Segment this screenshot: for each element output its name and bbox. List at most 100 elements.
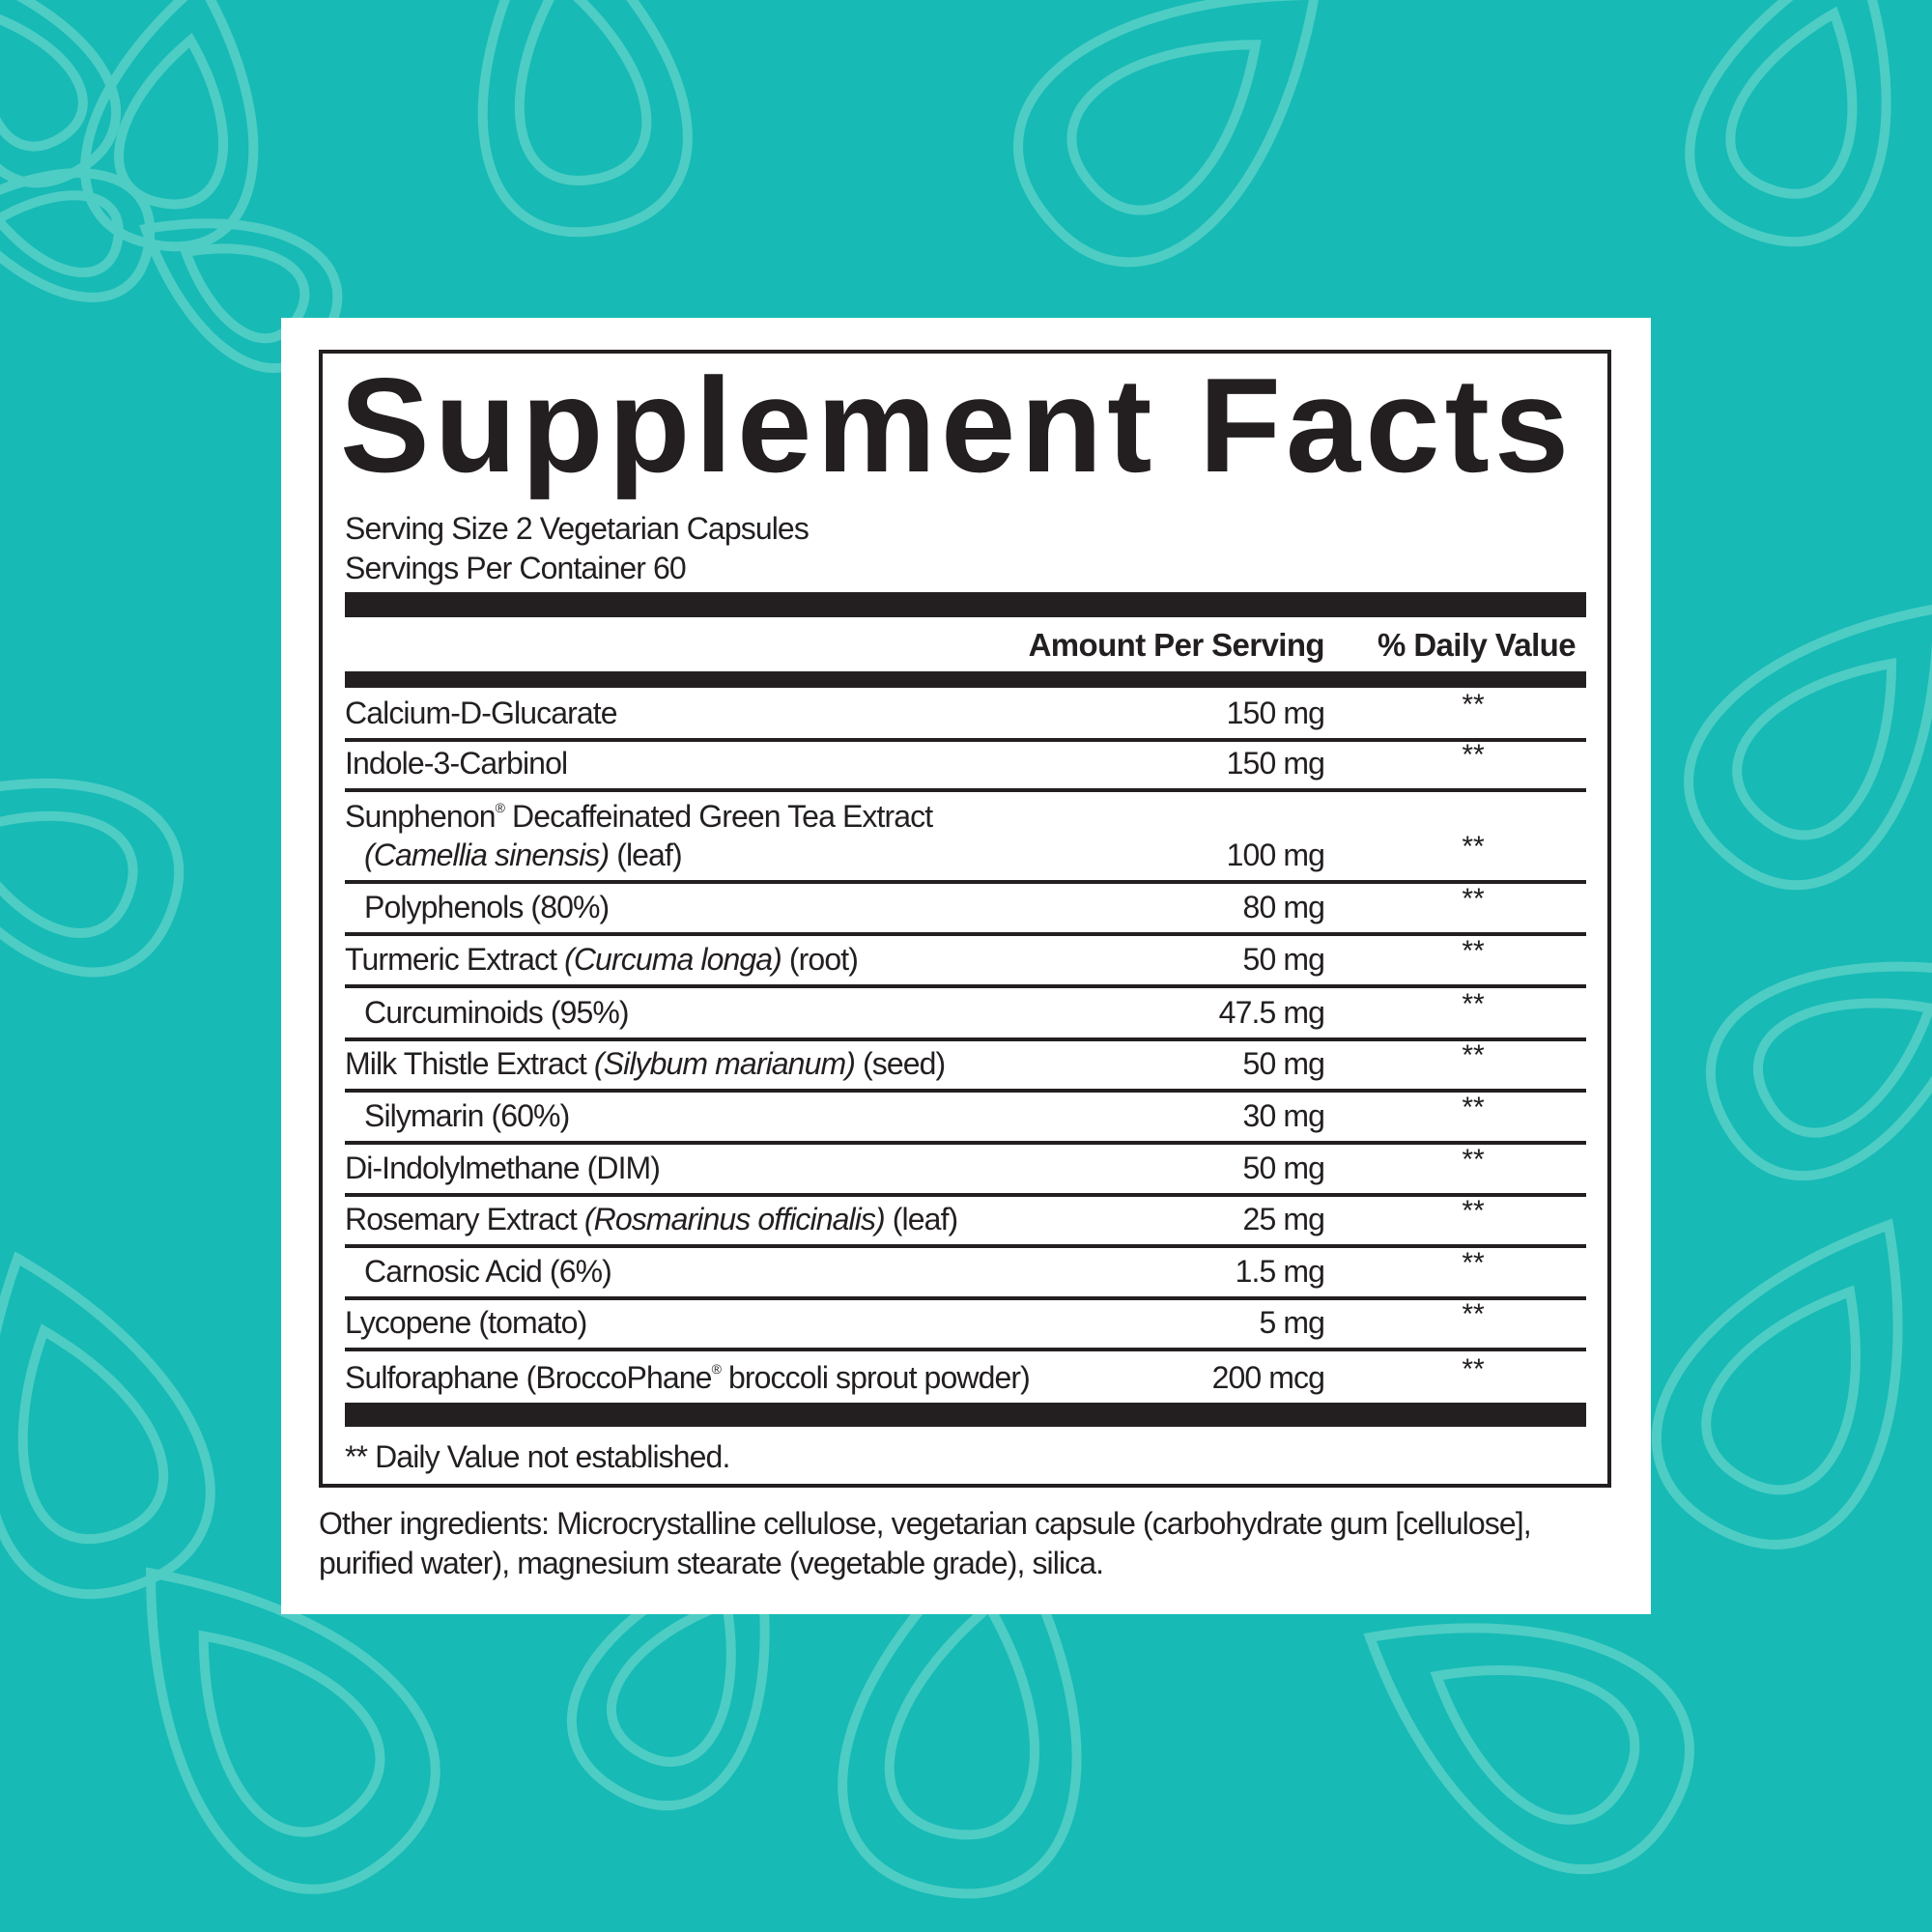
paisley-shape [0, 779, 185, 978]
daily-value: ** [1462, 689, 1485, 721]
daily-value: ** [1462, 1092, 1485, 1123]
name-segment: Indole-3-Carbinol [345, 746, 568, 781]
thick-divider-bottom [345, 1403, 1586, 1427]
name-segment: Sunphenon [345, 799, 497, 834]
name-segment: (Rosmarinus officinalis) [583, 1202, 886, 1236]
ingredient-name: Milk Thistle Extract (Silybum marianum) … [345, 1044, 946, 1083]
paisley-shape [1013, 0, 1321, 268]
daily-value: ** [1462, 883, 1485, 915]
paisley-shape [145, 1567, 440, 1894]
amount-per-serving: 30 mg [1242, 1098, 1325, 1133]
table-row: Di-Indolylmethane (DIM) 50 mg ** [345, 1144, 1586, 1197]
paisley-shape [0, 190, 124, 277]
table-row: Sulforaphane (BroccoPhane® broccoli spro… [345, 1351, 1586, 1403]
serving-size: Serving Size 2 Vegetarian Capsules [345, 511, 810, 546]
ingredient-name: Calcium-D-Glucarate [345, 694, 618, 732]
table-row: Carnosic Acid (6%) 1.5 mg ** [345, 1247, 1586, 1300]
header-daily-value: % Daily Value [1378, 627, 1577, 663]
name-segment: Lycopene (tomato) [345, 1305, 587, 1340]
other-ingredients-line1: Other ingredients: Microcrystalline cell… [319, 1506, 1532, 1541]
ingredient-name: Polyphenols (80%) [364, 888, 610, 926]
amount-per-serving: 200 mcg [1211, 1360, 1325, 1395]
name-segment: Silymarin (60%) [364, 1098, 570, 1133]
paisley-shape [17, 1323, 169, 1545]
supplement-facts-panel [281, 318, 1651, 1614]
amount-per-serving: 100 mg [1226, 838, 1325, 872]
paisley-shape [114, 33, 229, 210]
paisley-shape [1430, 1664, 1640, 1825]
ingredient-name: Rosemary Extract (Rosmarinus officinalis… [345, 1200, 958, 1238]
ingredient-name: Silymarin (60%) [364, 1096, 570, 1135]
amount-per-serving: 50 mg [1242, 942, 1325, 977]
daily-value: ** [1462, 831, 1485, 863]
ingredient-name-line2: (Camellia sinensis) (leaf) [345, 836, 932, 874]
registered-mark: ® [711, 1361, 722, 1377]
ingredient-name: Lycopene (tomato) [345, 1303, 587, 1342]
table-row: Curcuminoids (95%) 47.5 mg ** [345, 988, 1586, 1041]
name-segment: Curcuminoids (95%) [364, 995, 630, 1030]
table-row: Turmeric Extract (Curcuma longa) (root) 5… [345, 935, 1586, 988]
name-segment: Turmeric Extract [345, 942, 565, 977]
name-segment: Di-Indolylmethane (DIM) [345, 1151, 661, 1185]
amount-per-serving: 25 mg [1242, 1202, 1325, 1236]
paisley-shape [1363, 1623, 1694, 1874]
paisley-shape [1725, 6, 1858, 199]
amount-per-serving: 150 mg [1226, 696, 1325, 730]
ingredient-name: Sulforaphane (BroccoPhane® broccoli spro… [345, 1358, 1031, 1397]
ingredient-name: Turmeric Extract (Curcuma longa) (root) [345, 940, 859, 979]
paisley-shape [1066, 40, 1262, 215]
amount-per-serving: 80 mg [1242, 890, 1325, 924]
other-ingredients-line2: purified water), magnesium stearate (veg… [319, 1546, 1104, 1580]
footnote: ** Daily Value not established. [345, 1439, 730, 1474]
name-segment: (seed) [855, 1046, 946, 1081]
table-row: Silymarin (60%) 30 mg ** [345, 1092, 1586, 1145]
daily-value: ** [1462, 935, 1485, 967]
registered-mark: ® [495, 800, 505, 815]
thick-divider-top [345, 592, 1586, 617]
servings-per-container: Servings Per Container 60 [345, 551, 687, 585]
name-segment: Carnosic Acid (6%) [364, 1254, 612, 1289]
paisley-shape [1753, 998, 1932, 1138]
amount-per-serving: 5 mg [1259, 1305, 1324, 1340]
paisley-shape [1701, 1285, 1861, 1495]
name-segment: Rosemary Extract [345, 1202, 584, 1236]
table-row: Rosemary Extract (Rosmarinus officinalis… [345, 1195, 1586, 1248]
name-segment: Decaffeinated Green Tea Extract [504, 799, 933, 834]
paisley-shape [838, 1518, 1082, 1899]
daily-value: ** [1462, 1298, 1485, 1330]
paisley-shape [179, 243, 310, 344]
name-segment: Polyphenols (80%) [364, 890, 610, 924]
paisley-shape [0, 810, 138, 938]
paisley-shape [0, 168, 156, 302]
daily-value: ** [1462, 1247, 1485, 1279]
table-row: Polyphenols (80%) 80 mg ** [345, 883, 1586, 936]
daily-value: ** [1462, 1039, 1485, 1071]
ingredient-name: Sunphenon® Decaffeinated Green Tea Extra… [345, 797, 933, 874]
paisley-shape [514, 0, 652, 185]
paisley-shape [607, 1597, 736, 1767]
amount-per-serving: 50 mg [1242, 1046, 1325, 1081]
paisley-shape [0, 1251, 215, 1600]
paisley-shape [1684, 602, 1932, 891]
daily-value: ** [1462, 988, 1485, 1020]
paisley-shape [1652, 1218, 1903, 1549]
paisley-shape [566, 1543, 770, 1811]
paisley-shape [198, 1630, 385, 1837]
daily-value: ** [1462, 1195, 1485, 1227]
page-title: Supplement Facts [340, 351, 1575, 500]
daily-value: ** [1462, 1144, 1485, 1176]
paisley-shape [477, 0, 693, 238]
ingredient-name: Indole-3-Carbinol [345, 744, 568, 782]
table-row: Calcium-D-Glucarate 150 mg ** [345, 688, 1586, 742]
paisley-shape [884, 1599, 1039, 1840]
ingredients-table: Calcium-D-Glucarate 150 mg ** Indole-3-Carb… [345, 688, 1586, 1403]
table-row: Lycopene (tomato) 5 mg ** [345, 1298, 1586, 1351]
amount-per-serving: 47.5 mg [1218, 995, 1325, 1030]
name-segment: (Camellia sinensis) [364, 838, 610, 872]
name-segment: Calcium-D-Glucarate [345, 696, 618, 730]
name-segment: (leaf) [609, 838, 682, 872]
paisley-shape [1732, 657, 1897, 840]
name-segment: (root) [781, 942, 859, 977]
table-row: Sunphenon® Decaffeinated Green Tea Extra… [345, 792, 1586, 884]
